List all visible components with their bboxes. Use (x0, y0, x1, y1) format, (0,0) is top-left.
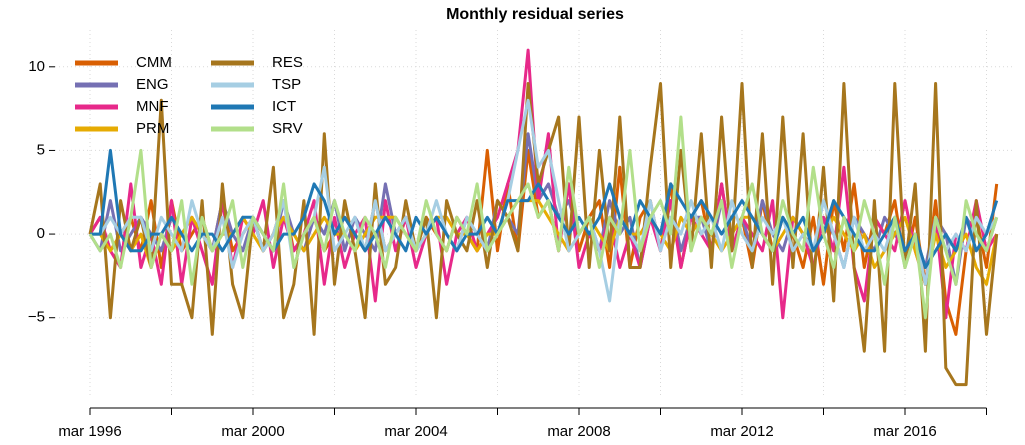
legend-label: ICT (272, 98, 296, 115)
series-line (88, 48, 998, 320)
y-tick-label: 10 (28, 58, 45, 75)
legend-label: SRV (272, 120, 303, 137)
legend-label: ENG (136, 76, 169, 93)
x-tick-label: mar 2016 (873, 423, 936, 440)
series-line (88, 82, 999, 387)
series-line (88, 115, 999, 320)
chart-title: Monthly residual series (446, 6, 624, 23)
y-tick-label: −5 (28, 309, 45, 326)
x-tick-label: mar 2004 (384, 423, 447, 440)
legend-label: MNF (136, 98, 169, 115)
legend-label: PRM (136, 120, 169, 137)
y-tick-label: 0 (37, 225, 45, 242)
x-tick-label: mar 1996 (58, 423, 121, 440)
x-tick-label: mar 2008 (547, 423, 610, 440)
y-tick-label: 5 (37, 141, 45, 158)
series-line (90, 98, 998, 303)
x-tick-label: mar 2012 (710, 423, 773, 440)
x-tick-label: mar 2000 (221, 423, 284, 440)
legend-label: TSP (272, 76, 301, 93)
legend-label: CMM (136, 54, 172, 71)
legend-label: RES (272, 54, 303, 71)
